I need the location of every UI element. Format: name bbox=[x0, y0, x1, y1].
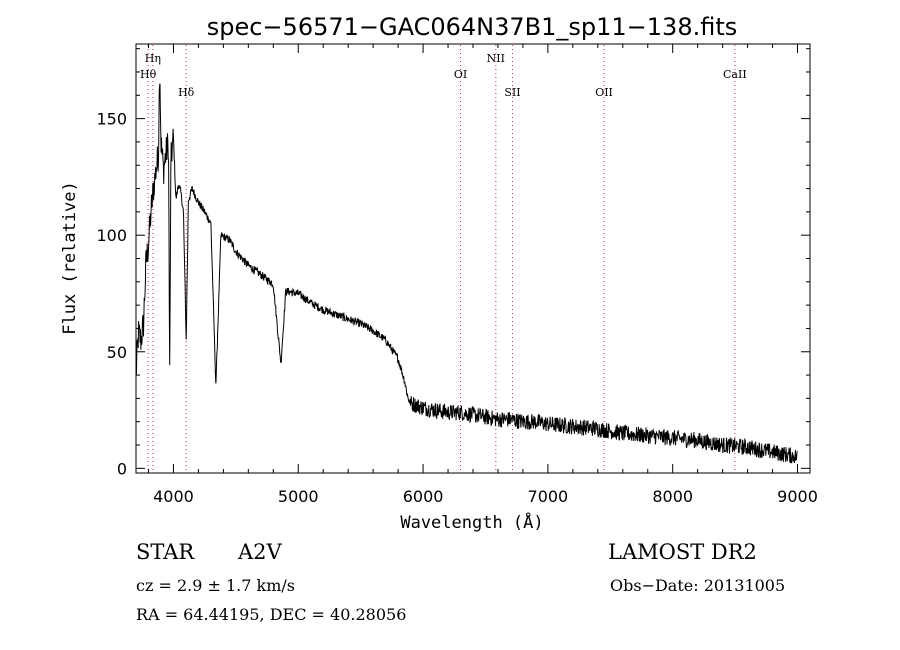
coordinates: RA = 64.44195, DEC = 40.28056 bbox=[136, 605, 407, 624]
object-type: STAR bbox=[136, 540, 195, 564]
marker-label-6: OII bbox=[595, 86, 613, 99]
redshift-velocity: cz = 2.9 ± 1.7 km/s bbox=[136, 576, 295, 595]
y-axis-label: Flux (relative) bbox=[60, 181, 80, 335]
marker-label-3: OI bbox=[454, 68, 467, 81]
survey-name: LAMOST DR2 bbox=[608, 540, 757, 564]
x-tick-label-4: 8000 bbox=[652, 487, 693, 506]
x-tick-label-2: 6000 bbox=[403, 487, 444, 506]
spectral-class: A2V bbox=[238, 540, 282, 564]
marker-label-2: Hδ bbox=[178, 86, 195, 99]
axis-ticks: 4000 5000 6000 7000 8000 9000 0 50 100 150 bbox=[96, 44, 818, 506]
x-axis-label: Wavelength (Å) bbox=[400, 511, 543, 533]
marker-label-4: NII bbox=[487, 52, 505, 65]
marker-label-0: Hη bbox=[145, 52, 161, 65]
y-tick-label-3: 150 bbox=[96, 110, 127, 129]
x-tick-label-1: 5000 bbox=[278, 487, 319, 506]
marker-label-1: Hθ bbox=[140, 68, 157, 81]
x-tick-label-3: 7000 bbox=[528, 487, 569, 506]
x-tick-label-5: 9000 bbox=[777, 487, 818, 506]
marker-label-5: SII bbox=[504, 86, 520, 99]
spectrum-line bbox=[135, 83, 798, 464]
y-tick-label-1: 50 bbox=[107, 343, 127, 362]
marker-label-7: CaII bbox=[723, 68, 747, 81]
y-tick-label-0: 0 bbox=[117, 459, 127, 478]
y-tick-label-2: 100 bbox=[96, 226, 127, 245]
chart-title: spec−56571−GAC064N37B1_sp11−138.fits bbox=[207, 13, 738, 41]
observation-date: Obs−Date: 20131005 bbox=[610, 576, 786, 595]
spectrum-series bbox=[135, 83, 798, 464]
emission-line-markers: Hη Hθ Hδ OI NII SII OII CaII bbox=[140, 45, 747, 472]
x-tick-label-0: 4000 bbox=[153, 487, 194, 506]
